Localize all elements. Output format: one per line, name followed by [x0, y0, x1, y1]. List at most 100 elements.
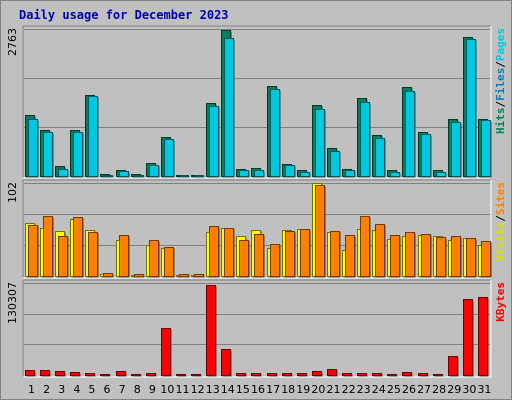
bar-sites-day-7: [119, 235, 130, 278]
bar-files-day-25: [390, 172, 401, 178]
day-label-3: 3: [58, 383, 65, 396]
bar-files-day-6: [103, 175, 114, 178]
bar-kbytes-day-10: [161, 328, 172, 377]
bar-files: [103, 175, 113, 177]
day-label-7: 7: [119, 383, 126, 396]
bar-kbytes: [418, 373, 428, 376]
day-label-1: 1: [28, 383, 35, 396]
bar-sites-day-5: [88, 232, 99, 278]
bar-files: [481, 120, 491, 177]
bar-sites-day-26: [405, 232, 416, 278]
bar-sites: [239, 240, 249, 277]
day-label-29: 29: [447, 383, 461, 396]
bar-sites-day-30: [466, 238, 477, 278]
bar-files-day-12: [194, 175, 205, 178]
bar-files: [270, 89, 280, 177]
chart-title: Daily usage for December 2023: [19, 8, 229, 22]
bar-kbytes-day-9: [146, 373, 157, 377]
day-label-8: 8: [134, 383, 141, 396]
bar-sites: [73, 217, 83, 277]
bar-kbytes: [342, 373, 352, 376]
bar-sites-day-18: [285, 231, 296, 278]
bar-files: [28, 119, 38, 177]
bar-sites-day-1: [28, 225, 39, 278]
bar-files-day-1: [28, 119, 39, 178]
panel-background: [23, 280, 491, 377]
day-label-26: 26: [402, 383, 416, 396]
legend-item: Pages: [494, 28, 507, 61]
bar-sites: [149, 240, 159, 277]
bar-files-day-10: [164, 139, 175, 178]
bar-sites: [134, 274, 144, 277]
day-label-19: 19: [296, 383, 310, 396]
bar-sites: [224, 228, 234, 277]
day-label-4: 4: [73, 383, 80, 396]
bar-kbytes-day-20: [312, 371, 323, 377]
bar-kbytes-day-26: [402, 372, 413, 377]
bar-sites: [360, 216, 370, 277]
bar-kbytes: [176, 374, 186, 376]
bar-kbytes-day-2: [40, 370, 51, 377]
day-label-17: 17: [266, 383, 280, 396]
bar-sites: [300, 229, 310, 277]
bar-kbytes: [70, 372, 80, 376]
bar-kbytes: [267, 373, 277, 376]
legend-item: /: [494, 215, 507, 222]
bar-files-day-9: [149, 165, 160, 178]
bar-files: [58, 169, 68, 177]
bar-sites-day-12: [194, 274, 205, 278]
bar-files-day-14: [224, 38, 235, 178]
bar-kbytes-day-14: [221, 349, 232, 377]
bar-sites: [421, 234, 431, 277]
legend-item: Hits: [494, 108, 507, 135]
bar-files-day-15: [239, 170, 250, 178]
bar-sites: [164, 247, 174, 277]
bar-kbytes-day-25: [387, 374, 398, 377]
bar-sites-day-2: [43, 216, 54, 278]
bar-sites-day-22: [345, 235, 356, 278]
bar-kbytes-day-12: [191, 374, 202, 377]
bar-sites: [405, 232, 415, 277]
bar-sites: [345, 235, 355, 277]
day-label-5: 5: [88, 383, 95, 396]
bar-files: [73, 132, 83, 177]
day-label-20: 20: [311, 383, 325, 396]
bar-kbytes-day-21: [327, 369, 338, 377]
bar-sites: [179, 274, 189, 277]
day-label-11: 11: [176, 383, 190, 396]
bar-kbytes-day-27: [418, 373, 429, 377]
bar-kbytes-day-23: [357, 373, 368, 377]
bar-sites-day-23: [360, 216, 371, 278]
bar-kbytes-day-15: [236, 373, 247, 377]
day-label-18: 18: [281, 383, 295, 396]
bar-files: [436, 172, 446, 177]
bar-sites: [194, 274, 204, 277]
bar-files-day-8: [134, 175, 145, 178]
bar-files-day-11: [179, 175, 190, 178]
bar-kbytes: [221, 349, 231, 376]
bar-kbytes-day-19: [297, 373, 308, 377]
bar-files-day-30: [466, 39, 477, 178]
bar-files-day-31: [481, 120, 492, 178]
bar-kbytes: [402, 372, 412, 376]
bar-files-day-20: [315, 109, 326, 178]
bar-kbytes: [312, 371, 322, 376]
bar-files: [194, 175, 204, 177]
bar-kbytes-day-17: [267, 373, 278, 377]
bar-sites: [375, 224, 385, 277]
bar-kbytes-day-11: [176, 374, 187, 377]
bar-kbytes-day-16: [251, 373, 262, 377]
bar-files: [239, 170, 249, 177]
legend-hits-files: Hits/Files/Pages: [494, 28, 507, 134]
legend-item: Files: [494, 68, 507, 101]
day-label-2: 2: [43, 383, 50, 396]
legend-item: KBytes: [494, 282, 507, 322]
bar-sites-day-19: [300, 229, 311, 278]
bar-sites: [466, 238, 476, 277]
bar-kbytes-day-28: [433, 374, 444, 377]
bar-kbytes-day-22: [342, 373, 353, 377]
bar-sites: [88, 232, 98, 277]
bar-sites: [285, 231, 295, 277]
bar-kbytes: [25, 370, 35, 376]
